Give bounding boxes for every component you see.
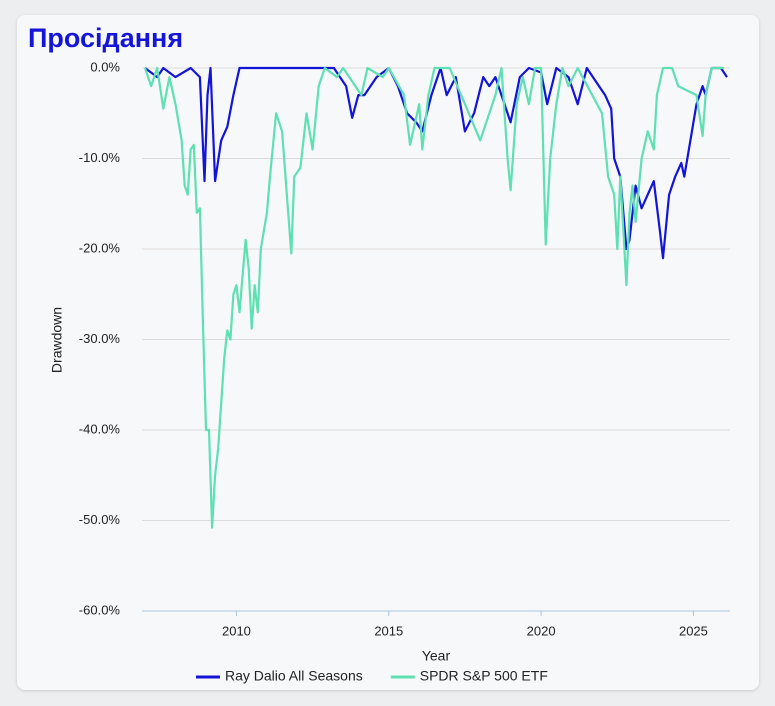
y-axis-label: Drawdown — [49, 307, 65, 373]
y-tick-label: -20.0% — [79, 240, 121, 255]
x-tick-label: 2015 — [374, 623, 403, 638]
x-tick-label: 2025 — [679, 623, 708, 638]
x-axis-label: Year — [422, 648, 451, 664]
y-tick-label: -50.0% — [79, 512, 121, 527]
legend-label: SPDR S&P 500 ETF — [420, 668, 548, 684]
y-tick-label: -30.0% — [79, 331, 121, 346]
y-tick-label: 0.0% — [90, 59, 120, 74]
y-tick-label: -10.0% — [79, 150, 121, 165]
series-line — [144, 66, 728, 260]
y-tick-label: -60.0% — [79, 602, 121, 617]
legend-label: Ray Dalio All Seasons — [225, 668, 363, 684]
card — [17, 15, 759, 690]
series-line — [143, 66, 724, 529]
y-tick-label: -40.0% — [79, 421, 121, 436]
x-tick-label: 2010 — [222, 623, 251, 638]
x-tick-label: 2020 — [527, 623, 556, 638]
chart-title: Просідання — [28, 23, 183, 53]
